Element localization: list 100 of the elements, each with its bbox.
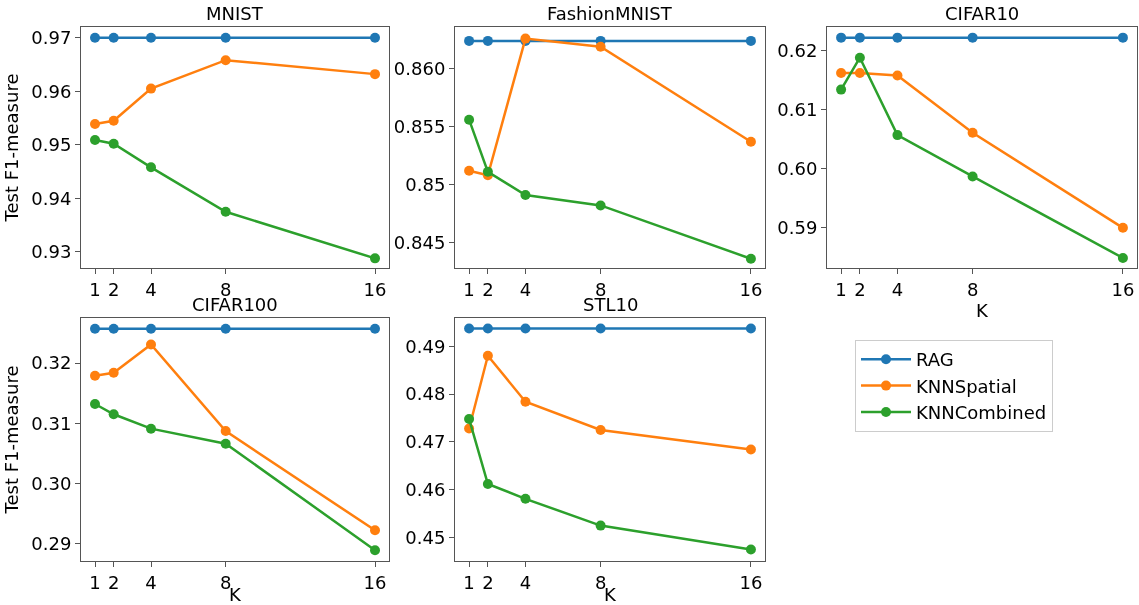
y-tick-label: 0.49 [405,335,446,357]
point [745,544,756,555]
x-tick-label: 8 [966,278,979,300]
x-tick-label: 1 [463,278,475,300]
point [482,350,493,361]
point [464,165,475,176]
point [854,68,865,79]
point [1117,252,1128,263]
point [370,525,380,536]
point [146,339,156,350]
y-tick-label: 0.30 [31,472,72,494]
x-tick-label: 2 [107,571,120,593]
x-tick-label: 1 [463,571,475,593]
point [595,200,606,211]
point [520,190,531,200]
y-tick-label: 0.855 [393,115,446,137]
x-axis-title: K [976,299,990,321]
x-tick-label: 2 [854,278,866,300]
point [108,32,119,43]
y-tick-label: 0.97 [31,27,72,49]
point [745,35,756,46]
point [836,84,847,95]
y-tick-label: 0.48 [405,383,446,405]
y-axis-title: Test F1-measure [0,365,22,515]
y-tick-label: 0.59 [777,217,818,239]
point [108,138,119,149]
point [370,253,380,264]
point [745,444,756,455]
point [482,166,493,177]
y-tick-label: 0.93 [31,241,72,263]
y-tick-label: 0.46 [405,479,446,501]
x-tick-label: 16 [739,571,763,593]
point [482,35,493,46]
point [370,32,380,43]
point [464,413,475,424]
point [1117,32,1128,43]
point [836,68,847,79]
y-tick-label: 0.31 [31,412,72,434]
y-axis-title: Test F1-measure [0,73,22,223]
x-tick-label: 4 [891,278,904,300]
point [90,135,100,145]
x-tick-label: 2 [482,278,494,300]
point [595,424,606,435]
y-tick-label: 0.61 [777,99,818,120]
point [892,32,903,43]
x-tick-label: 16 [363,278,387,300]
point [595,41,606,52]
x-tick-label: 4 [519,278,532,300]
point [370,69,380,80]
point [520,323,531,334]
point [146,162,156,173]
y-tick-label: 0.860 [393,58,446,80]
point [520,493,531,504]
x-tick-label: 4 [145,571,157,593]
point [854,32,865,43]
point [90,370,100,381]
y-tick-label: 0.29 [31,532,72,554]
point [108,367,119,378]
point [745,253,756,264]
x-tick-label: 16 [739,278,763,300]
x-tick-label: 1 [89,278,101,300]
point [146,323,156,334]
x-tick-label: 4 [145,278,157,300]
point [1117,222,1128,233]
point [967,127,978,138]
point [482,478,493,489]
point [520,396,531,407]
x-tick-label: 4 [519,571,532,593]
point [482,323,493,334]
point [370,323,380,334]
point [370,545,380,556]
point [854,52,865,63]
point [836,32,847,43]
x-tick-label: 2 [107,278,120,300]
point [220,426,231,437]
legend-label: KNNCombined [916,402,1047,424]
legend-label: RAG [916,349,954,371]
point [892,130,903,141]
point [967,32,978,43]
x-tick-label: 2 [482,571,494,593]
point [745,136,756,147]
y-tick-label: 0.32 [31,352,72,374]
x-tick-label: 1 [835,278,847,300]
point [220,323,231,334]
point [146,423,156,434]
point [108,115,119,126]
x-tick-label: 1 [89,571,101,593]
point [220,32,231,43]
point [90,118,100,129]
point [745,323,756,334]
y-tick-label: 0.45 [405,526,446,548]
point [220,438,231,449]
point [146,32,156,43]
y-tick-label: 0.47 [405,431,446,453]
y-tick-label: 0.60 [777,158,818,180]
chart-title: FashionMNIST [547,3,673,24]
x-tick-label: 16 [363,571,387,593]
point [90,323,100,334]
y-tick-label: 0.62 [777,39,818,61]
chart-title: MNIST [206,3,264,24]
